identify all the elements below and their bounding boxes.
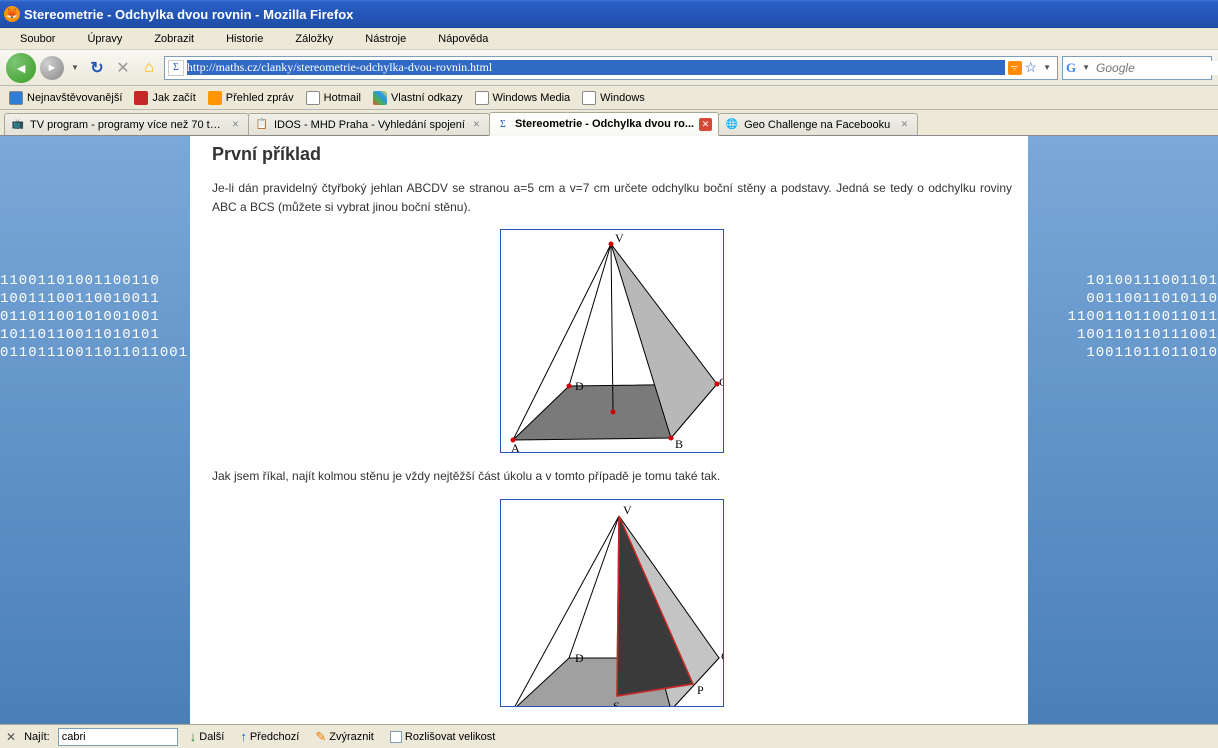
menu-view[interactable]: Zobrazit <box>138 31 210 47</box>
nav-toolbar: ◄ ► ▼ ↻ ✕ ⌂ Σ ᯤ ☆ ▼ G ▼ <box>0 50 1218 86</box>
reload-button[interactable]: ↻ <box>86 57 108 79</box>
url-input[interactable] <box>187 60 1005 75</box>
figure-pyramid-2: V D C S P <box>500 499 724 707</box>
tab-label: Stereometrie - Odchylka dvou ro... <box>515 118 694 130</box>
search-input[interactable] <box>1096 61 1218 75</box>
content-area: 11001101001100110 10011100110010011 0110… <box>0 136 1218 724</box>
svg-text:A: A <box>511 441 520 453</box>
menu-help[interactable]: Nápověda <box>422 31 504 47</box>
bookmark-windows-media[interactable]: Windows Media <box>470 89 576 107</box>
article-paragraph: Je-li dán pravidelný čtyřboký jehlan ABC… <box>212 179 1012 217</box>
svg-text:C: C <box>719 375 724 389</box>
find-highlight-button[interactable]: ✎Zvýraznit <box>311 728 378 746</box>
find-bar: ✕ Najít: ↓Další ↑Předchozí ✎Zvýraznit Ro… <box>0 724 1218 748</box>
forward-button[interactable]: ► <box>40 56 64 80</box>
svg-text:C: C <box>721 649 724 663</box>
close-icon[interactable]: ✕ <box>699 118 712 131</box>
tab-label: TV program - programy více než 70 tele..… <box>30 119 224 131</box>
svg-text:S: S <box>613 699 620 707</box>
figure-pyramid-1: V A B C D <box>500 229 724 453</box>
bookmark-custom-links[interactable]: Vlastní odkazy <box>368 89 468 107</box>
bookmark-getting-started[interactable]: Jak začít <box>129 89 200 107</box>
bookmark-windows[interactable]: Windows <box>577 89 650 107</box>
svg-text:D: D <box>575 651 584 665</box>
firefox-icon: 🦊 <box>4 6 20 22</box>
svg-text:P: P <box>697 683 704 697</box>
tab-label: IDOS - MHD Praha - Vyhledání spojení <box>274 119 465 131</box>
svg-text:V: V <box>615 231 624 245</box>
arrow-up-icon: ↑ <box>240 729 247 744</box>
menu-edit[interactable]: Úpravy <box>71 31 138 47</box>
back-button[interactable]: ◄ <box>6 53 36 83</box>
site-favicon: Σ <box>168 60 184 76</box>
close-icon[interactable]: ✕ <box>229 118 242 131</box>
close-icon[interactable]: ✕ <box>470 118 483 131</box>
sigma-icon: Σ <box>496 117 510 131</box>
bookmarks-toolbar: Nejnavštěvovanější Jak začít Přehled zpr… <box>0 86 1218 110</box>
article-heading: První příklad <box>212 144 1012 165</box>
find-next-button[interactable]: ↓Další <box>186 728 229 745</box>
globe-icon: 🌐 <box>725 118 739 132</box>
bookmark-hotmail[interactable]: Hotmail <box>301 89 366 107</box>
article: První příklad Je-li dán pravidelný čtyřb… <box>190 136 1028 724</box>
search-box[interactable]: G ▼ <box>1062 56 1212 80</box>
find-close-icon[interactable]: ✕ <box>6 730 16 744</box>
binary-decoration-right: 10100111001101 00110011010110 1100110110… <box>1068 272 1218 362</box>
url-dropdown-icon[interactable]: ▼ <box>1040 63 1054 72</box>
menu-history[interactable]: Historie <box>210 31 279 47</box>
article-paragraph: Jak jsem říkal, najít kolmou stěnu je vž… <box>212 467 1012 486</box>
clipboard-icon: 📋 <box>255 118 269 132</box>
bookmark-news[interactable]: Přehled zpráv <box>203 89 299 107</box>
tab-geo-challenge[interactable]: 🌐 Geo Challenge na Facebooku ✕ <box>718 113 918 135</box>
find-label: Najít: <box>24 731 50 743</box>
google-icon: G <box>1066 60 1076 76</box>
find-input[interactable] <box>58 728 178 746</box>
find-prev-button[interactable]: ↑Předchozí <box>236 728 303 745</box>
svg-text:D: D <box>575 379 584 393</box>
bookmark-most-visited[interactable]: Nejnavštěvovanější <box>4 89 127 107</box>
checkbox-icon <box>390 731 402 743</box>
highlight-icon: ✎ <box>315 729 326 745</box>
search-engine-dropdown-icon[interactable]: ▼ <box>1079 63 1093 72</box>
history-dropdown-icon[interactable]: ▼ <box>68 63 82 72</box>
rss-icon[interactable]: ᯤ <box>1008 61 1022 75</box>
tab-idos[interactable]: 📋 IDOS - MHD Praha - Vyhledání spojení ✕ <box>248 113 490 135</box>
tab-stereometrie[interactable]: Σ Stereometrie - Odchylka dvou ro... ✕ <box>489 112 719 136</box>
tv-icon: 📺 <box>11 118 25 132</box>
tab-tv-program[interactable]: 📺 TV program - programy více než 70 tele… <box>4 113 249 135</box>
stop-button[interactable]: ✕ <box>112 57 134 79</box>
bookmark-star-icon[interactable]: ☆ <box>1025 59 1038 76</box>
arrow-down-icon: ↓ <box>190 729 197 744</box>
menu-tools[interactable]: Nástroje <box>349 31 422 47</box>
svg-text:V: V <box>623 503 632 517</box>
url-bar[interactable]: Σ ᯤ ☆ ▼ <box>164 56 1058 80</box>
binary-decoration-left: 11001101001100110 10011100110010011 0110… <box>0 272 188 362</box>
title-bar: 🦊 Stereometrie - Odchylka dvou rovnin - … <box>0 0 1218 28</box>
svg-text:B: B <box>675 437 683 451</box>
window-title: Stereometrie - Odchylka dvou rovnin - Mo… <box>24 7 353 22</box>
close-icon[interactable]: ✕ <box>898 118 911 131</box>
menu-file[interactable]: Soubor <box>4 31 71 47</box>
tab-label: Geo Challenge na Facebooku <box>744 119 893 131</box>
home-button[interactable]: ⌂ <box>138 57 160 79</box>
find-match-case-checkbox[interactable]: Rozlišovat velikost <box>386 730 499 744</box>
tab-strip: 📺 TV program - programy více než 70 tele… <box>0 110 1218 136</box>
menu-bookmarks[interactable]: Záložky <box>279 31 349 47</box>
menu-bar: Soubor Úpravy Zobrazit Historie Záložky … <box>0 28 1218 50</box>
